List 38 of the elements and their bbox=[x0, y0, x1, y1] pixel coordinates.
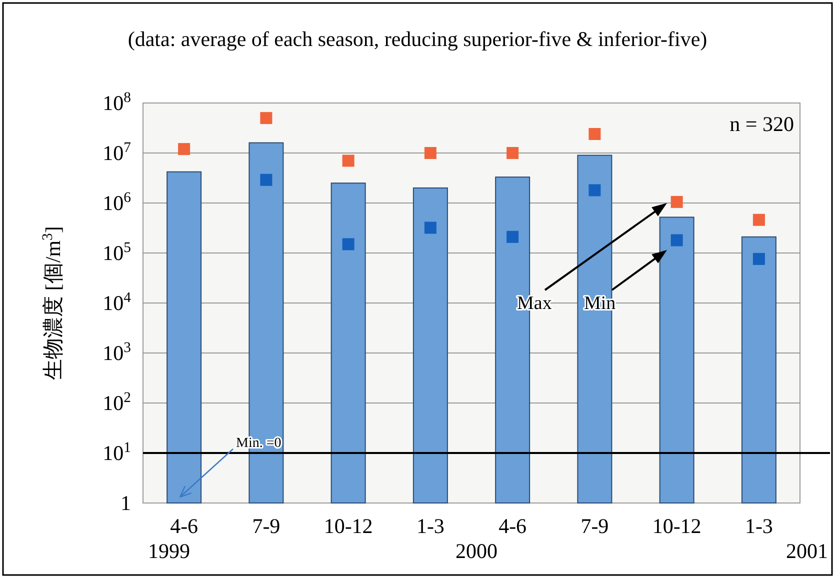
point bbox=[752, 214, 765, 226]
y-tick-label: 10$^{7}$ bbox=[102, 140, 131, 165]
point bbox=[260, 112, 272, 124]
y-tick-label: 1 bbox=[120, 491, 131, 515]
x-tick-label: 10-12 bbox=[324, 514, 373, 538]
text: 2001 bbox=[786, 539, 828, 563]
point bbox=[178, 143, 190, 156]
y-tick-label: 10$^{6}$ bbox=[102, 190, 131, 215]
point bbox=[506, 147, 519, 159]
point bbox=[342, 154, 354, 167]
point bbox=[506, 230, 519, 243]
x-tick-label: 4-6 bbox=[170, 514, 198, 538]
y-tick-label: 10$^{5}$ bbox=[102, 240, 131, 265]
y-tick-label: 10$^{2}$ bbox=[102, 390, 131, 415]
point bbox=[342, 238, 354, 250]
x-tick-label: 1-3 bbox=[744, 514, 773, 538]
annotation: n = 320 bbox=[730, 112, 794, 136]
y-tick-label: 10$^{8}$ bbox=[102, 90, 131, 115]
point bbox=[588, 184, 601, 196]
x-tick-label: 10-12 bbox=[652, 514, 702, 538]
point bbox=[670, 196, 683, 208]
point bbox=[670, 234, 683, 246]
y-tick-label: 10$^{1}$ bbox=[102, 440, 131, 465]
point bbox=[588, 128, 601, 140]
x-tick-label: 7-9 bbox=[580, 514, 609, 538]
x-tick-label: 4-6 bbox=[498, 514, 527, 538]
text: 1999 bbox=[148, 539, 190, 563]
y-tick-label: 10$^{4}$ bbox=[102, 290, 132, 315]
x-tick-label: 1-3 bbox=[416, 514, 444, 538]
point bbox=[424, 222, 436, 234]
x-tick-label: 7-9 bbox=[252, 514, 280, 538]
chart-title: (data: average of each season, reducing superior-five & inferior-five) bbox=[128, 27, 708, 51]
text: 2000 bbox=[456, 539, 498, 563]
annotation: Min bbox=[584, 293, 616, 314]
y-tick-label: 10$^{3}$ bbox=[102, 340, 131, 365]
point bbox=[752, 252, 765, 265]
point bbox=[424, 147, 436, 159]
point bbox=[260, 174, 272, 186]
